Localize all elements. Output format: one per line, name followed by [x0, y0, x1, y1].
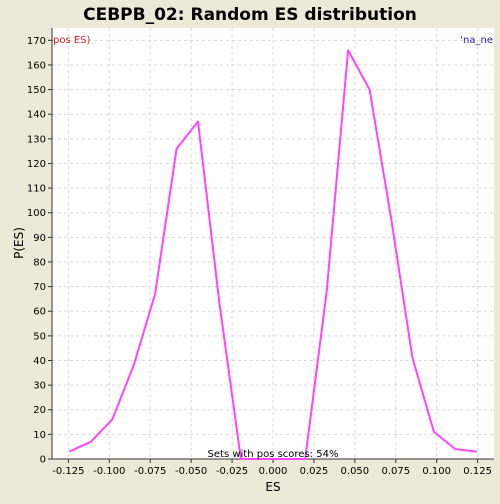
y-tick-label: 150 [27, 85, 46, 96]
annotation-left: pos ES) [53, 35, 91, 46]
x-tick-label: -0.025 [216, 466, 248, 477]
y-tick-label: 170 [27, 36, 46, 47]
y-axis-label: P(ES) [12, 227, 26, 259]
x-tick-label: 0.050 [341, 466, 370, 477]
y-tick-label: 0 [40, 455, 46, 466]
y-tick-label: 130 [27, 134, 46, 145]
y-tick-label: 20 [33, 405, 46, 416]
y-tick-label: 110 [27, 184, 46, 195]
y-tick-label: 80 [33, 257, 46, 268]
annotation-right: 'na_ne [460, 35, 493, 46]
y-tick-label: 60 [33, 307, 46, 318]
x-tick-label: 0.100 [422, 466, 451, 477]
y-tick-label: 50 [33, 331, 46, 342]
chart-title: CEBPB_02: Random ES distribution [83, 5, 417, 25]
x-tick-label: 0.125 [463, 466, 492, 477]
y-tick-label: 10 [33, 430, 46, 441]
x-tick-label: 0.075 [381, 466, 410, 477]
y-tick-label: 30 [33, 381, 46, 392]
x-ticks: -0.125 -0.100 -0.075 -0.050 -0.025 0.000 0.025… [52, 459, 492, 477]
y-tick-label: 40 [33, 356, 46, 367]
x-tick-label: 0.025 [300, 466, 329, 477]
y-tick-label: 100 [27, 208, 46, 219]
x-axis-label: ES [265, 480, 280, 494]
series [68, 49, 477, 460]
x-tick-label: -0.050 [175, 466, 207, 477]
series-line [68, 49, 477, 460]
x-tick-label: -0.100 [93, 466, 125, 477]
y-tick-label: 140 [27, 110, 46, 121]
y-tick-label: 90 [33, 233, 46, 244]
y-ticks: 0 10 20 30 40 50 60 70 80 90 100 110 120 130 140 150 160… [27, 36, 52, 466]
y-tick-label: 120 [27, 159, 46, 170]
annotation-bottom: Sets with pos scores: 54% [208, 449, 339, 460]
x-tick-label: -0.125 [52, 466, 84, 477]
y-tick-label: 160 [27, 60, 46, 71]
y-tick-label: 70 [33, 282, 46, 293]
x-tick-label: 0.000 [259, 466, 288, 477]
x-tick-label: -0.075 [134, 466, 166, 477]
